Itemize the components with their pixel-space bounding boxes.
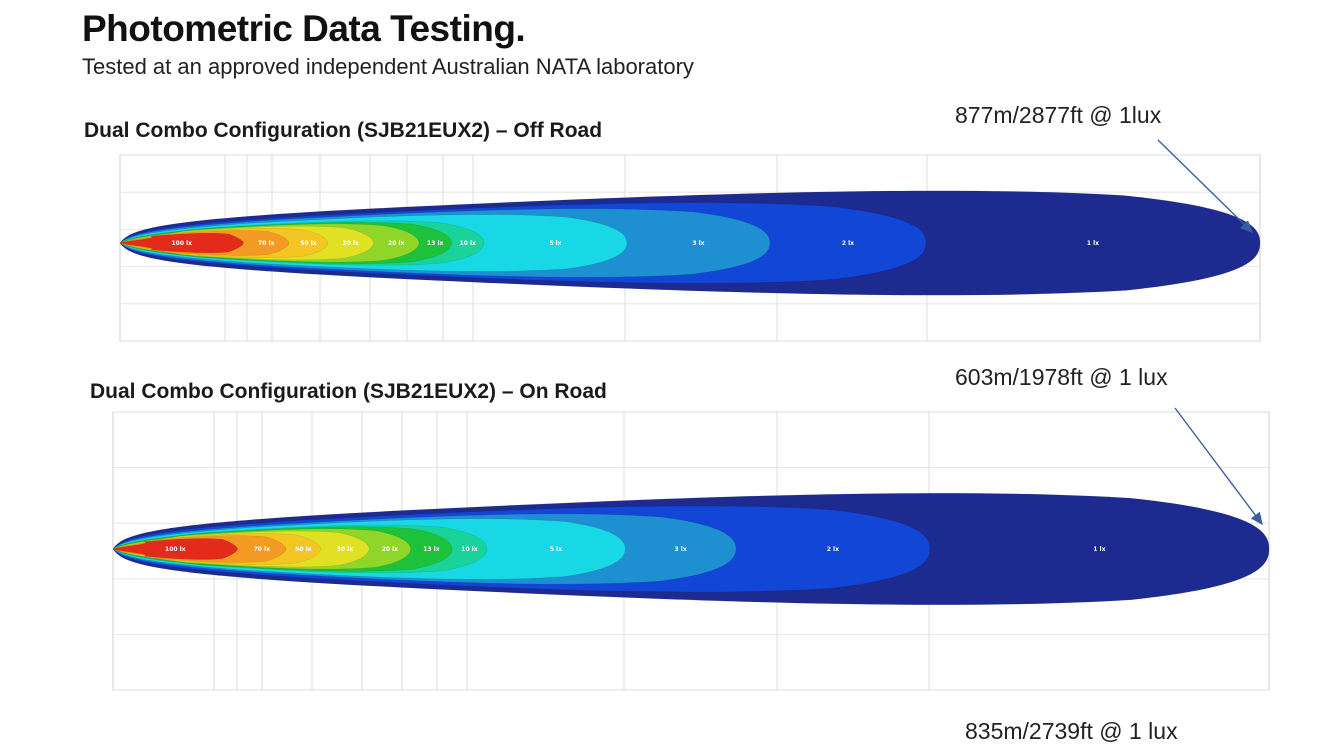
isolux-label-3lx: 3 lx (675, 546, 687, 553)
isolux-label-50lx: 50 lx (295, 546, 311, 553)
isolux-label-10lx: 10 lx (461, 546, 477, 553)
isolux-label-70lx: 70 lx (254, 546, 270, 553)
isolux-label-70lx: 70 lx (258, 240, 274, 247)
isolux-label-3lx: 3 lx (692, 240, 704, 247)
isolux-contour-100lx (112, 538, 238, 560)
isolux-label-30lx: 30 lx (337, 546, 353, 553)
isolux-label-2lx: 2 lx (842, 240, 854, 247)
isolux-label-30lx: 30 lx (343, 240, 359, 247)
page-subtitle: Tested at an approved independent Austra… (82, 54, 694, 79)
plot-on-road: 100 lx 70 lx 50 lx 30 lx 20 lx 13 lx 10 lx 5 lx… (97, 406, 1277, 704)
isolux-label-2lx: 2 lx (827, 546, 839, 553)
chart-title-off-road: Dual Combo Configuration (SJB21EUX2) – O… (84, 119, 603, 142)
isolux-label-100lx: 100 lx (165, 546, 186, 553)
isolux-label-50lx: 50 lx (300, 240, 316, 247)
isolux-label-13lx: 13 lx (427, 240, 443, 247)
isolux-label-20lx: 20 lx (382, 546, 398, 553)
annotation-off-road: 877m/2877ft @ 1lux (955, 102, 1162, 128)
chart-title-on-road: Dual Combo Configuration (SJB21EUX2) – O… (90, 380, 607, 403)
isolux-label-100lx: 100 lx (171, 240, 192, 247)
isolux-label-20lx: 20 lx (388, 240, 404, 247)
annotation-on-road: 603m/1978ft @ 1 lux (955, 364, 1168, 390)
isolux-label-13lx: 13 lx (423, 546, 439, 553)
isolux-label-1lx: 1 lx (1087, 240, 1099, 247)
beam-chart-on-road: 100 lx 70 lx 50 lx 30 lx 20 lx 13 lx 10 lx 5 lx… (112, 411, 1270, 691)
plot-off-road: 100 lx 70 lx 50 lx 30 lx 20 lx 13 lx 10 lx 5 lx… (100, 147, 1270, 349)
page-title: Photometric Data Testing. (82, 8, 526, 49)
annotation-bottom: 835m/2739ft @ 1 lux (965, 718, 1178, 744)
isolux-contour-100lx (119, 232, 244, 254)
isolux-label-5lx: 5 lx (550, 546, 562, 553)
isolux-label-10lx: 10 lx (460, 240, 476, 247)
beam-chart-off-road: 100 lx 70 lx 50 lx 30 lx 20 lx 13 lx 10 lx 5 lx… (119, 154, 1261, 342)
isolux-label-5lx: 5 lx (549, 240, 561, 247)
isolux-label-1lx: 1 lx (1093, 546, 1105, 553)
